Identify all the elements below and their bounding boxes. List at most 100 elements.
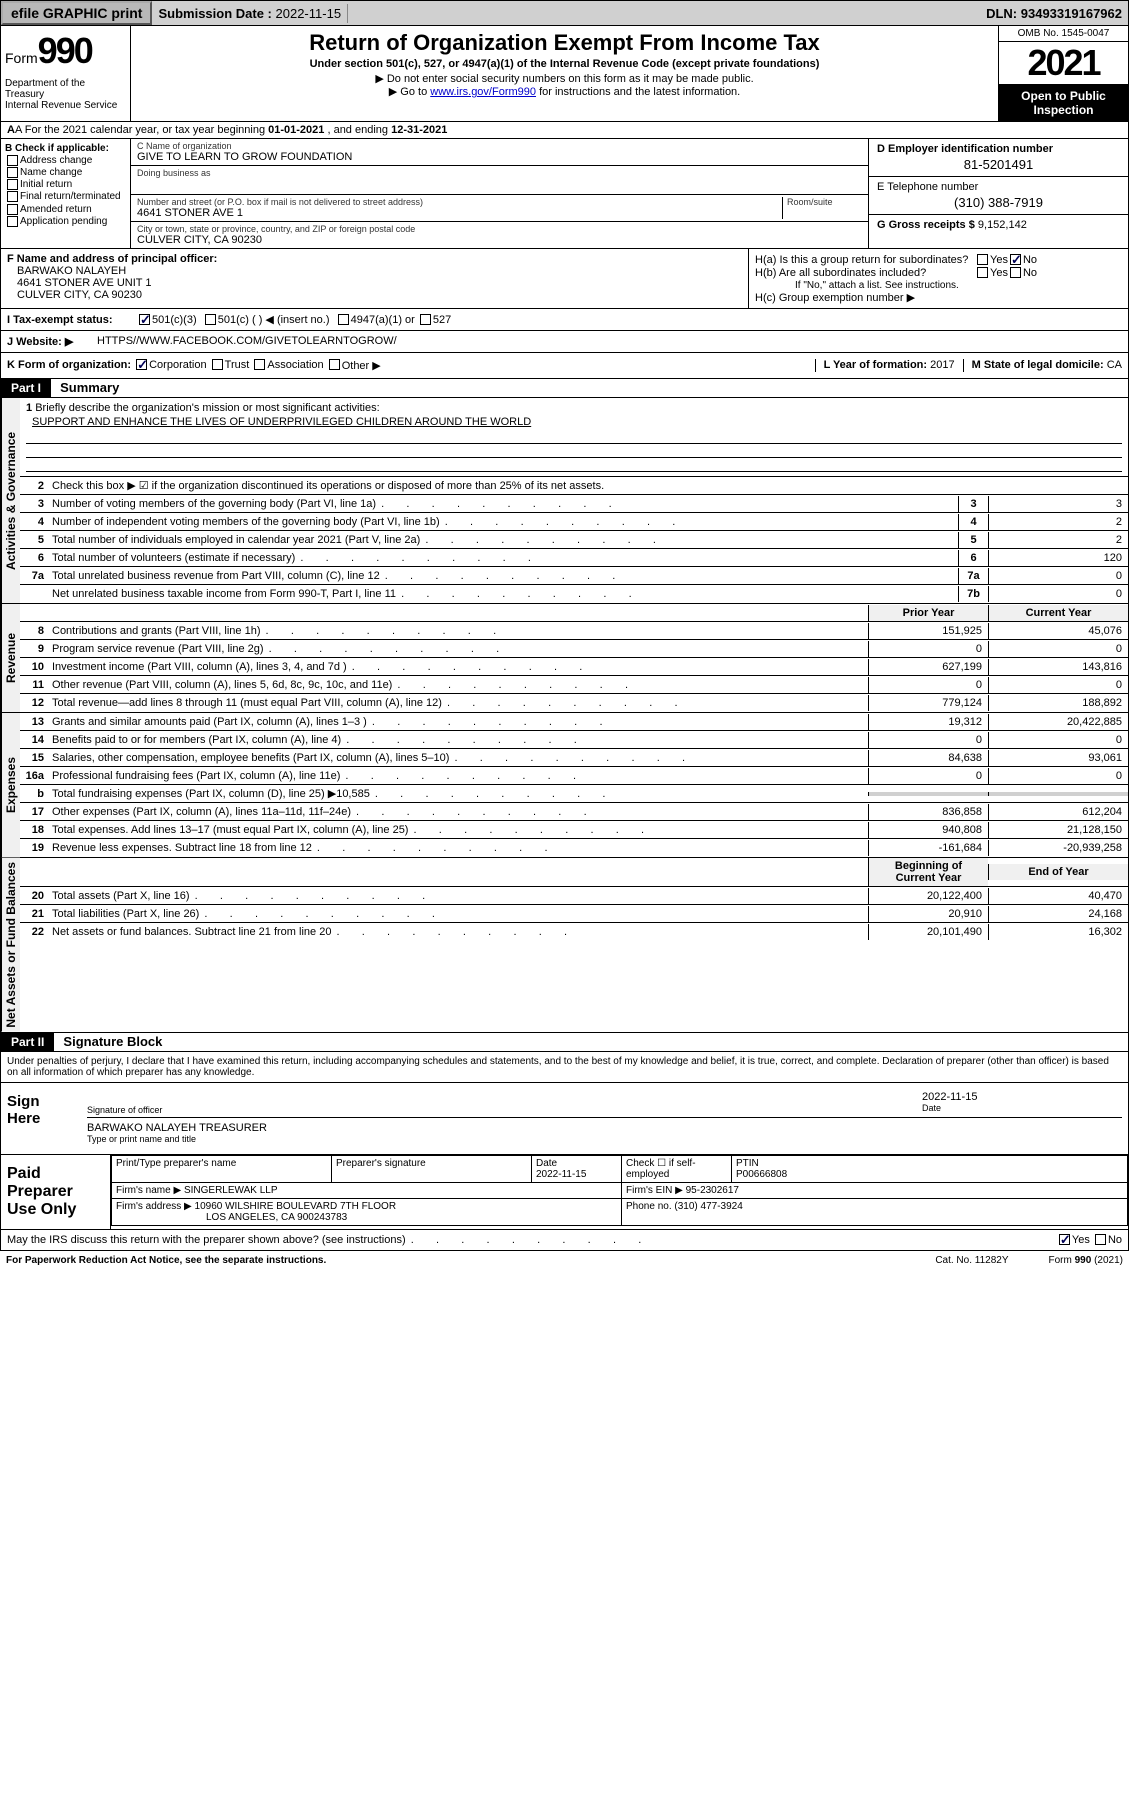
firm-name: SINGERLEWAK LLP [184,1185,278,1196]
cb-association[interactable] [254,359,265,370]
line-20: 20Total assets (Part X, line 16)20,122,4… [20,887,1128,905]
line-8: 8Contributions and grants (Part VIII, li… [20,622,1128,640]
line-7a: 7aTotal unrelated business revenue from … [20,567,1128,585]
street-address: 4641 STONER AVE 1 [137,207,782,219]
firm-phone: (310) 477-3924 [674,1201,742,1212]
preparer-table: Print/Type preparer's name Preparer's si… [111,1155,1128,1226]
mission-statement: SUPPORT AND ENHANCE THE LIVES OF UNDERPR… [26,414,1122,430]
part-i: Part I Summary Activities & Governance 1… [0,379,1129,1033]
part-ii: Part II Signature Block [0,1033,1129,1052]
line-17: 17Other expenses (Part IX, column (A), l… [20,803,1128,821]
firm-address: 10960 WILSHIRE BOULEVARD 7TH FLOOR [195,1201,397,1212]
line-18: 18Total expenses. Add lines 13–17 (must … [20,821,1128,839]
line-6: 6Total number of volunteers (estimate if… [20,549,1128,567]
form-header: Form990 Department of the Treasury Inter… [0,26,1129,122]
line-7b: Net unrelated business taxable income fr… [20,585,1128,603]
cb-trust[interactable] [212,359,223,370]
perjury-declaration: Under penalties of perjury, I declare th… [1,1052,1128,1083]
cb-initial-return[interactable]: Initial return [5,179,126,190]
dln: DLN: 93493319167962 [980,4,1128,23]
header-left: Form990 Department of the Treasury Inter… [1,26,131,121]
firm-ein: 95-2302617 [686,1185,739,1196]
line-4: 4Number of independent voting members of… [20,513,1128,531]
line-19: 19Revenue less expenses. Subtract line 1… [20,839,1128,857]
line-b: bTotal fundraising expenses (Part IX, co… [20,785,1128,803]
ein: 81-5201491 [877,157,1120,172]
cb-discuss-no[interactable] [1095,1234,1106,1245]
cb-corporation[interactable] [136,359,147,370]
omb-number: OMB No. 1545-0047 [999,26,1128,42]
org-name: GIVE TO LEARN TO GROW FOUNDATION [137,151,862,163]
footer: For Paperwork Reduction Act Notice, see … [0,1251,1129,1270]
cb-ha-no[interactable] [1010,254,1021,265]
line-14: 14Benefits paid to or for members (Part … [20,731,1128,749]
catalog-number: Cat. No. 11282Y [935,1255,1008,1266]
cb-hb-no[interactable] [1010,267,1021,278]
officer-name: BARWAKO NALAYEH TREASURER [87,1122,1122,1134]
group-return: H(a) Is this a group return for subordin… [748,249,1128,308]
row-i-tax-status: I Tax-exempt status: 501(c)(3) 501(c) ( … [0,309,1129,331]
header-right: OMB No. 1545-0047 2021 Open to Public In… [998,26,1128,121]
telephone: (310) 388-7919 [877,195,1120,210]
cb-address-change[interactable]: Address change [5,155,126,166]
ptin: P00666808 [736,1169,787,1180]
cb-501c3[interactable] [139,314,150,325]
line-10: 10Investment income (Part VIII, column (… [20,658,1128,676]
city-state-zip: CULVER CITY, CA 90230 [137,234,862,246]
col-c-org-info: C Name of organization GIVE TO LEARN TO … [131,139,868,248]
dba [137,178,862,192]
part-i-header: Part I [1,379,51,397]
cb-application-pending[interactable]: Application pending [5,216,126,227]
sign-here-label: Sign Here [1,1083,81,1154]
line-11: 11Other revenue (Part VIII, column (A), … [20,676,1128,694]
side-net-assets: Net Assets or Fund Balances [1,858,20,1032]
section-fh: F Name and address of principal officer:… [0,249,1129,309]
form-title: Return of Organization Exempt From Incom… [141,30,988,56]
line-5: 5Total number of individuals employed in… [20,531,1128,549]
tax-year: 2021 [999,42,1128,85]
submission-date: Submission Date : 2022-11-15 [152,4,348,23]
principal-officer: F Name and address of principal officer:… [1,249,748,308]
website-url: HTTPS//WWW.FACEBOOK.COM/GIVETOLEARNTOGRO… [97,335,397,348]
gross-receipts: 9,152,142 [978,219,1027,231]
line-12: 12Total revenue—add lines 8 through 11 (… [20,694,1128,712]
state-domicile: M State of legal domicile: CA [963,359,1122,372]
line-9: 9Program service revenue (Part VIII, lin… [20,640,1128,658]
line-21: 21Total liabilities (Part X, line 26)20,… [20,905,1128,923]
line-22: 22Net assets or fund balances. Subtract … [20,923,1128,941]
line-3: 3Number of voting members of the governi… [20,495,1128,513]
cb-discuss-yes[interactable] [1059,1234,1070,1245]
line-15: 15Salaries, other compensation, employee… [20,749,1128,767]
section-bcd: B Check if applicable: Address change Na… [0,139,1129,249]
side-expenses: Expenses [1,713,20,857]
row-k-form-org: K Form of organization: Corporation Trus… [0,353,1129,379]
form-number-footer: Form 990 (2021) [1049,1255,1123,1266]
cb-ha-yes[interactable] [977,254,988,265]
row-a-tax-year: AA For the 2021 calendar year, or tax ye… [0,122,1129,139]
open-inspection: Open to Public Inspection [999,85,1128,121]
discuss-row: May the IRS discuss this return with the… [1,1229,1128,1250]
side-revenue: Revenue [1,604,20,712]
cb-501c[interactable] [205,314,216,325]
irs-link[interactable]: www.irs.gov/Form990 [430,86,536,98]
prep-date: 2022-11-15 [536,1169,586,1180]
cb-527[interactable] [420,314,431,325]
cb-name-change[interactable]: Name change [5,167,126,178]
paid-preparer-label: Paid Preparer Use Only [1,1155,111,1229]
side-governance: Activities & Governance [1,398,20,603]
col-d-ein-phone: D Employer identification number 81-5201… [868,139,1128,248]
cb-other[interactable] [329,359,340,370]
efile-print-button[interactable]: efile GRAPHIC print [1,1,152,25]
cb-final-return[interactable]: Final return/terminated [5,191,126,202]
line-13: 13Grants and similar amounts paid (Part … [20,713,1128,731]
cb-amended-return[interactable]: Amended return [5,204,126,215]
topbar: efile GRAPHIC print Submission Date : 20… [0,0,1129,26]
part-ii-header: Part II [1,1033,54,1051]
dept-treasury: Department of the Treasury Internal Reve… [5,78,126,111]
row-j-website: J Website: ▶ HTTPS//WWW.FACEBOOK.COM/GIV… [0,331,1129,353]
signature-block: Under penalties of perjury, I declare th… [0,1052,1129,1251]
line-16a: 16aProfessional fundraising fees (Part I… [20,767,1128,785]
cb-4947[interactable] [338,314,349,325]
cb-hb-yes[interactable] [977,267,988,278]
year-formation: L Year of formation: 2017 [815,359,955,372]
